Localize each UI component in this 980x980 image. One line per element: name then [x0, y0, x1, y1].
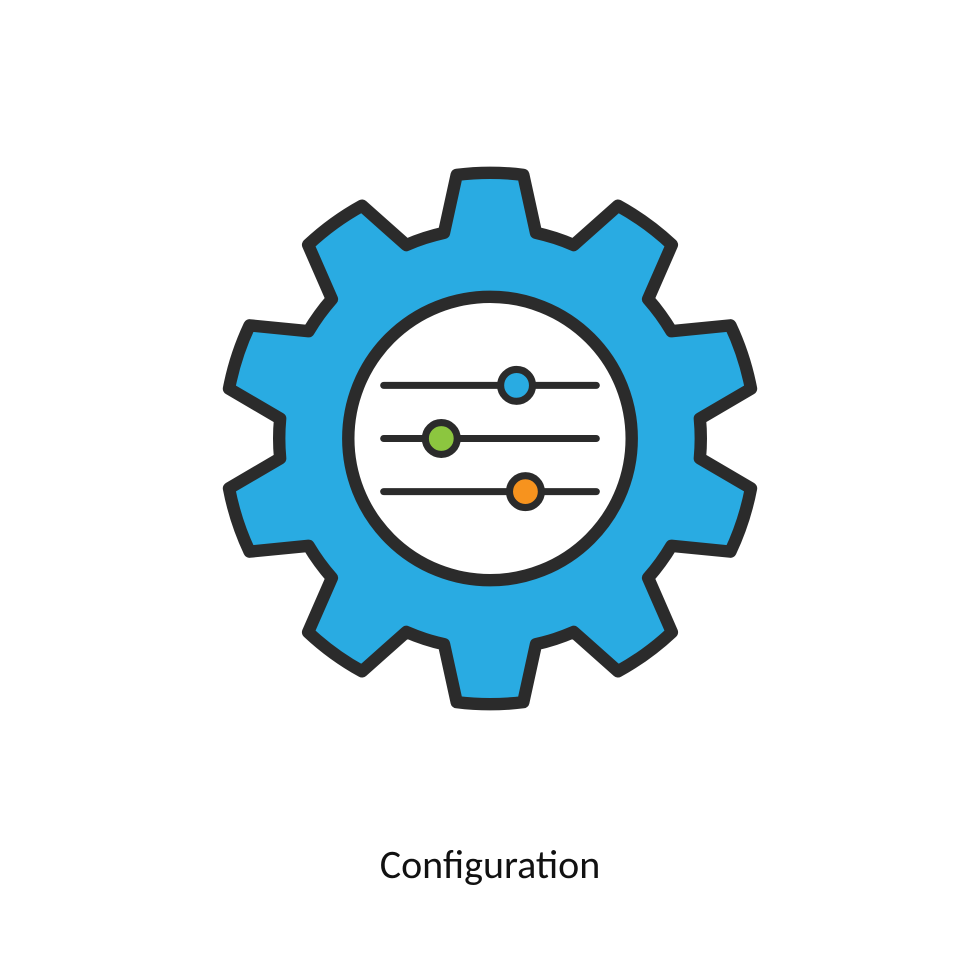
icon-caption: Configuration: [380, 840, 601, 889]
configuration-gear-icon: [180, 129, 800, 754]
